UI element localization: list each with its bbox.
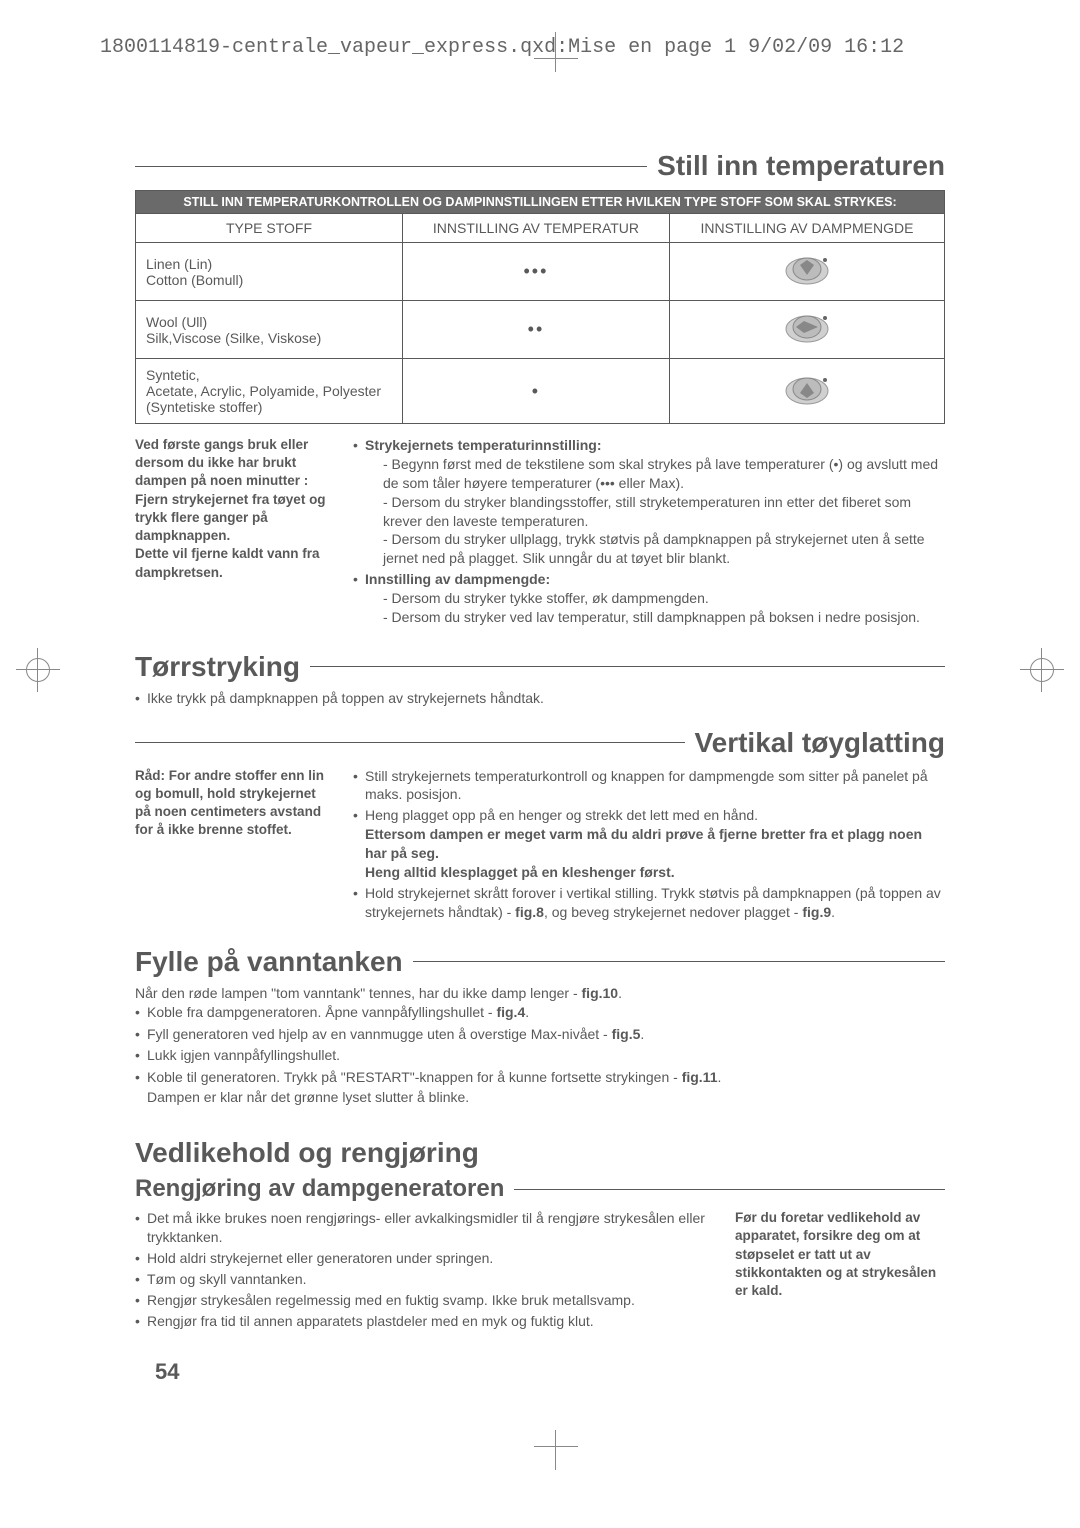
col-head-fabric: TYPE STOFF — [136, 214, 403, 243]
steam-dial-high-icon — [669, 243, 944, 301]
steam-dial-low-icon — [669, 359, 944, 424]
table-row: Linen (Lin)Cotton (Bomull) ••• — [136, 243, 945, 301]
registration-mark-icon — [20, 652, 56, 688]
table-header: STILL INN TEMPERATURKONTROLLEN OG DAMPIN… — [136, 191, 945, 214]
page-content: Still inn temperaturen STILL INN TEMPERA… — [135, 150, 945, 1385]
registration-mark-icon — [1024, 652, 1060, 688]
table-row: Wool (Ull)Silk,Viscose (Silke, Viskose) … — [136, 301, 945, 359]
fabric-settings-table: STILL INN TEMPERATURKONTROLLEN OG DAMPIN… — [135, 190, 945, 424]
page-number: 54 — [155, 1359, 945, 1385]
subsection-title-cleaning: Rengjøring av dampgeneratoren — [135, 1175, 945, 1203]
crop-mark-icon — [536, 40, 576, 80]
vertical-instructions: Still strykejernets temperaturkontroll o… — [353, 767, 945, 924]
section-title-dry-ironing: Tørrstryking — [135, 651, 945, 683]
temp-dots-icon: •• — [402, 301, 669, 359]
side-note-safety: Før du foretar vedlikehold av apparatet,… — [735, 1209, 945, 1332]
fill-tank-instructions: Når den røde lampen "tom vanntank" tenne… — [135, 984, 945, 1108]
cleaning-instructions: Det må ikke brukes noen rengjørings- ell… — [135, 1209, 717, 1332]
col-head-temp: INNSTILLING AV TEMPERATUR — [402, 214, 669, 243]
crop-mark-icon — [536, 1428, 576, 1468]
dry-ironing-text: Ikke trykk på dampknappen på toppen av s… — [135, 689, 945, 709]
temp-dots-icon: • — [402, 359, 669, 424]
side-note-vertical-tip: Råd: For andre stoffer enn lin og bomull… — [135, 767, 335, 924]
section-title-maintenance: Vedlikehold og rengjøring — [135, 1137, 945, 1169]
section-title-fill-tank: Fylle på vanntanken — [135, 946, 945, 978]
steam-dial-mid-icon — [669, 301, 944, 359]
table-row: Syntetic,Acetate, Acrylic, Polyamide, Po… — [136, 359, 945, 424]
side-note-first-use: Ved første gangs bruk eller dersom du ik… — [135, 436, 335, 629]
print-header: 1800114819-centrale_vapeur_express.qxd:M… — [100, 36, 904, 59]
temperature-instructions: Strykejernets temperaturinnstilling: - B… — [353, 436, 945, 629]
col-head-steam: INNSTILLING AV DAMPMENGDE — [669, 214, 944, 243]
section-title-vertical: Vertikal tøyglatting — [135, 727, 945, 759]
temp-dots-icon: ••• — [402, 243, 669, 301]
section-title-temperature: Still inn temperaturen — [135, 150, 945, 182]
